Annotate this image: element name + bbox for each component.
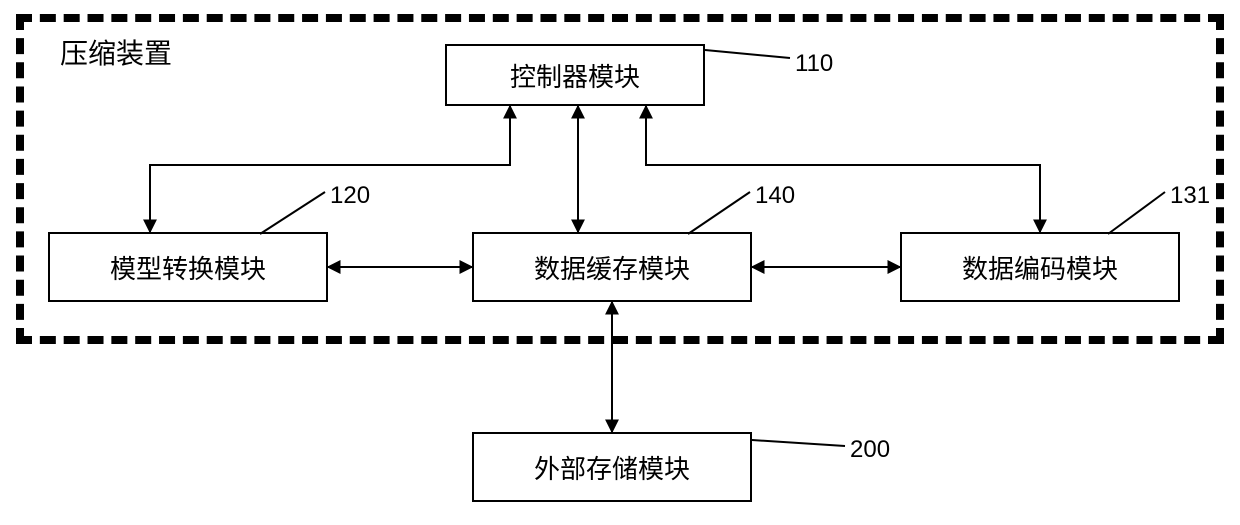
- data-cache-module-box: 数据缓存模块: [472, 232, 752, 302]
- controller-module-box: 控制器模块: [445, 44, 705, 106]
- container-title: 压缩装置: [60, 32, 172, 72]
- data-encode-module-box: 数据编码模块: [900, 232, 1180, 302]
- diagram-stage: 压缩装置 控制器模块 110 模型转换模块 120 数据缓存模块 140 数据编…: [0, 0, 1240, 525]
- model-conversion-module-box: 模型转换模块: [48, 232, 328, 302]
- ext-storage-ref: 200: [850, 436, 890, 464]
- controller-ref: 110: [795, 50, 833, 78]
- ext-storage-label: 外部存储模块: [534, 449, 690, 486]
- model-conv-ref: 120: [330, 182, 370, 210]
- leader-200: [752, 440, 845, 446]
- data-cache-label: 数据缓存模块: [534, 249, 690, 286]
- model-conv-label: 模型转换模块: [110, 249, 266, 286]
- controller-label: 控制器模块: [510, 57, 640, 94]
- external-storage-module-box: 外部存储模块: [472, 432, 752, 502]
- data-encode-ref: 131: [1170, 182, 1210, 210]
- data-cache-ref: 140: [755, 182, 795, 210]
- data-encode-label: 数据编码模块: [962, 249, 1118, 286]
